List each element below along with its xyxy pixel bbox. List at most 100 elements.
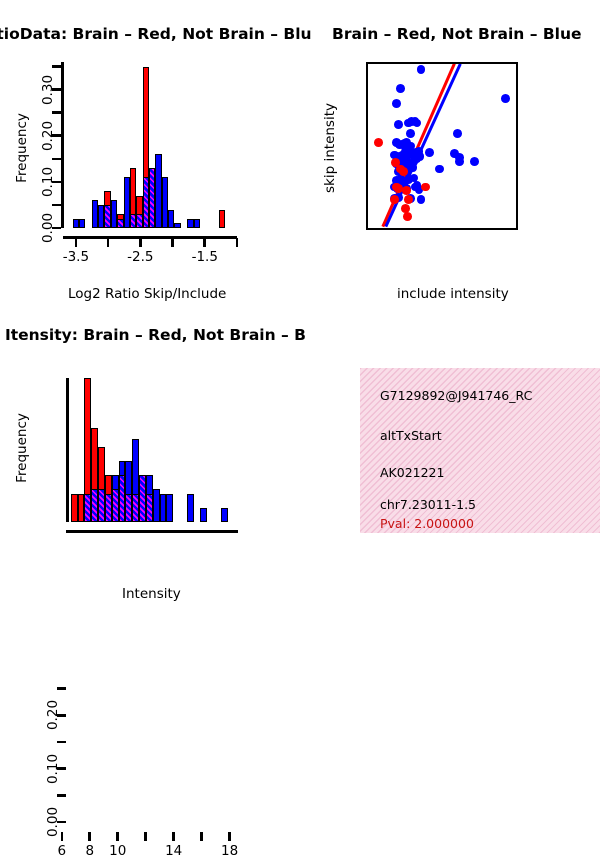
scatter-point-brain [403,212,413,221]
histogram-bar-not-brain [161,177,169,228]
histogram-bar-overlap [129,214,137,228]
scatter-point-brain [373,137,383,147]
histogram-bar-brain [219,209,226,228]
scatter-point-not-brain [406,128,416,138]
histogram-bar-overlap [117,218,124,228]
axis-tick [57,687,66,690]
histogram-bar-overlap [84,494,92,522]
scatter-point-not-brain [404,174,414,184]
histogram-bar-overlap [118,474,126,522]
intensity-histogram-ylabel: Frequency [14,413,30,483]
scatter-point-not-brain [501,94,511,103]
axis-tick-label: 0.10 [40,166,56,197]
axis-tick [52,203,61,207]
histogram-bar-overlap [104,204,111,228]
scatter-point-not-brain [414,185,424,194]
scatter-ylabel: skip intensity [322,103,338,193]
axis-tick [106,238,110,247]
scatter-point-not-brain [408,163,418,173]
ratio-histogram-plot-area [63,62,235,228]
intensity-histogram-title: ne Itensity: Brain – Red, Not Brain – B [0,326,306,344]
axis-tick [52,157,61,161]
axis-tick [52,134,61,138]
histogram-bar-not-brain [152,488,160,522]
scatter-point-not-brain [469,156,479,166]
histogram-bar-not-brain [155,154,162,228]
axis-tick [228,832,231,841]
axis-tick-label: 0.00 [45,806,61,838]
ratio-histogram-y-axis [61,62,64,228]
intensity-histogram-x-axis [66,530,238,533]
histogram-bar-not-brain [193,218,200,228]
intensity-histogram-plot-area [68,372,236,522]
axis-tick [52,111,61,115]
scatter-point-brain [394,183,404,193]
histogram-bar-not-brain [159,494,167,522]
ratio-histogram-title: RatioData: Brain – Red, Not Brain – Blu [0,25,312,43]
scatter-point-brain [401,204,411,214]
axis-tick-label: 0.10 [45,753,61,784]
histogram-bar-overlap [91,488,99,522]
axis-tick [52,226,61,230]
histogram-bar-not-brain [200,508,208,522]
axis-tick [172,832,175,841]
histogram-bar-overlap [149,168,156,228]
histogram-bar-not-brain [91,200,99,228]
histogram-bar-not-brain [186,494,194,522]
axis-tick-label: 18 [221,843,239,859]
axis-tick [144,832,147,841]
scatter-point-not-brain [392,99,401,109]
histogram-bar-not-brain [123,177,130,228]
axis-tick [139,238,142,247]
axis-tick [57,740,66,744]
histogram-bar-brain [70,494,78,522]
axis-tick [88,832,92,841]
axis-tick [57,794,66,797]
panel-ratio-histogram: RatioData: Brain – Red, Not Brain – Blu … [0,0,312,310]
histogram-bar-overlap [125,494,133,522]
scatter-point-not-brain [409,173,419,183]
histogram-bar-overlap [142,177,149,228]
axis-tick [52,88,61,91]
axis-tick [74,238,78,247]
histogram-bar-not-brain [174,223,181,228]
scatter-point-not-brain [414,146,424,156]
scatter-data-area [368,64,516,228]
histogram-bar-overlap [145,494,153,522]
histogram-bar-not-brain [72,218,79,228]
axis-tick [52,65,61,68]
histogram-bar-not-brain [168,209,175,228]
histogram-bar-brain [77,494,85,522]
histogram-bar-overlap [132,494,140,522]
annotation-box [360,368,600,533]
histogram-bar-not-brain [166,494,174,522]
axis-tick-label: 0.20 [40,120,56,151]
axis-tick-label: -3.5 [62,249,90,265]
scatter-title: Brain – Red, Not Brain – Blue [332,25,582,43]
scatter-point-not-brain [416,64,426,74]
scatter-xlabel: include intensity [397,286,509,302]
histogram-bar-overlap [136,214,143,228]
scatter-point-brain [399,167,409,177]
scatter-plot-frame [366,62,518,230]
scatter-point-brain [420,182,430,192]
axis-tick [203,238,207,247]
histogram-bar-not-brain [187,218,194,228]
axis-tick-label: -1.5 [191,249,218,265]
scatter-point-not-brain [455,156,465,166]
scatter-point-brain [390,195,399,205]
ratio-histogram-bars [63,62,235,228]
scatter-point-not-brain [406,141,416,151]
axis-tick [200,832,203,841]
histogram-bar-not-brain [110,200,118,228]
annotation-line: chr7.23011-1.5 [380,497,477,512]
axis-tick [116,832,120,841]
axis-tick-label: 0.30 [40,74,56,105]
axis-tick-label: 14 [165,843,183,859]
histogram-bar-overlap [98,488,105,522]
annotation-line: AK021221 [380,465,445,480]
scatter-point-brain [402,186,412,196]
panel-intensity-histogram: ne Itensity: Brain – Red, Not Brain – B … [0,300,306,859]
histogram-bar-not-brain [98,204,105,228]
annotation-line: G7129892@J941746_RC [380,388,533,403]
